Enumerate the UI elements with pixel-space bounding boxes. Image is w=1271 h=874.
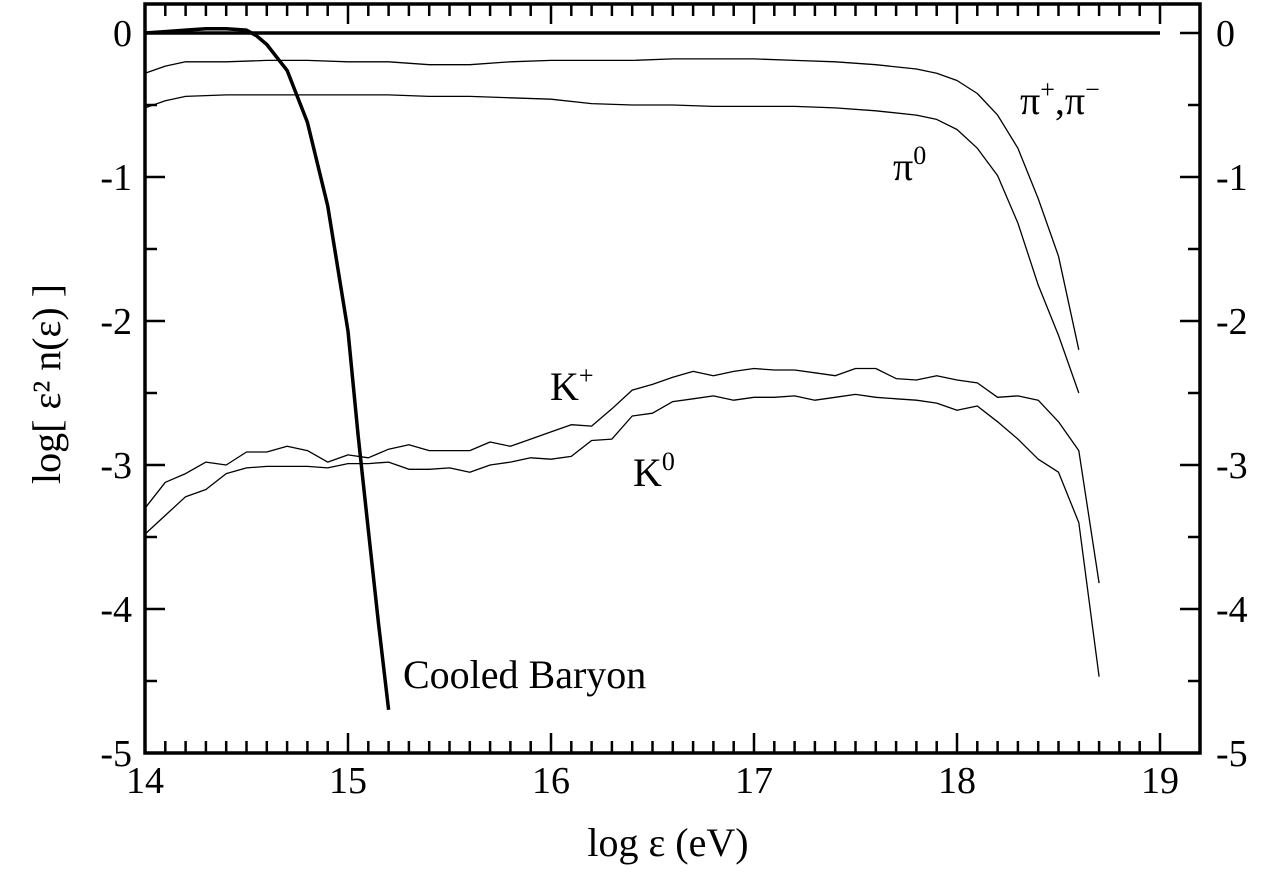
- x-tick-label: 15: [329, 760, 367, 802]
- y-tick-label: -1: [100, 157, 132, 199]
- series-layer: [144, 26, 1160, 711]
- x-tick-label: 14: [126, 760, 164, 802]
- y-tick-label: -2: [100, 301, 132, 343]
- annotation-k-plus: K+: [550, 361, 594, 409]
- series-line-k0: [144, 393, 1100, 677]
- y-tick-label-right: -2: [1216, 301, 1248, 343]
- y-tick-label-right: 0: [1216, 13, 1235, 55]
- series-line-cooled_baryon: [144, 26, 391, 711]
- annotation-cooled-baryon: Cooled Baryon: [403, 652, 646, 697]
- y-tick-label-right: -1: [1216, 157, 1248, 199]
- series-line-pi0: [144, 94, 1080, 394]
- x-tick-label: 19: [1141, 760, 1179, 802]
- y-axis-title: log[ ε² n(ε) ]: [24, 284, 69, 484]
- x-tick-label: 16: [532, 760, 570, 802]
- series-line-pi_pm: [144, 58, 1080, 350]
- y-tick-label: -4: [100, 589, 132, 631]
- axis-ticks: [143, 4, 1200, 755]
- tick-labels: 14 15 16 17 18 19 0 0 -1 -1 -2 -2 -3 -3 -4 -4 -5 -5: [100, 13, 1247, 802]
- y-tick-label: 0: [113, 13, 132, 55]
- x-axis-title: log ε (eV): [587, 820, 748, 865]
- y-tick-label-right: -4: [1216, 589, 1248, 631]
- annotation-pi-neutral: π0: [893, 141, 926, 189]
- y-tick-label-right: -3: [1216, 445, 1248, 487]
- y-tick-label: -5: [100, 733, 132, 775]
- y-tick-label-right: -5: [1216, 733, 1248, 775]
- y-tick-label: -3: [100, 445, 132, 487]
- x-tick-label: 17: [735, 760, 773, 802]
- x-tick-label: 18: [938, 760, 976, 802]
- series-line-k_plus: [144, 367, 1100, 584]
- annotation-k-zero: K0: [633, 447, 675, 495]
- annotation-pi-charged: π+,π−: [1020, 75, 1100, 123]
